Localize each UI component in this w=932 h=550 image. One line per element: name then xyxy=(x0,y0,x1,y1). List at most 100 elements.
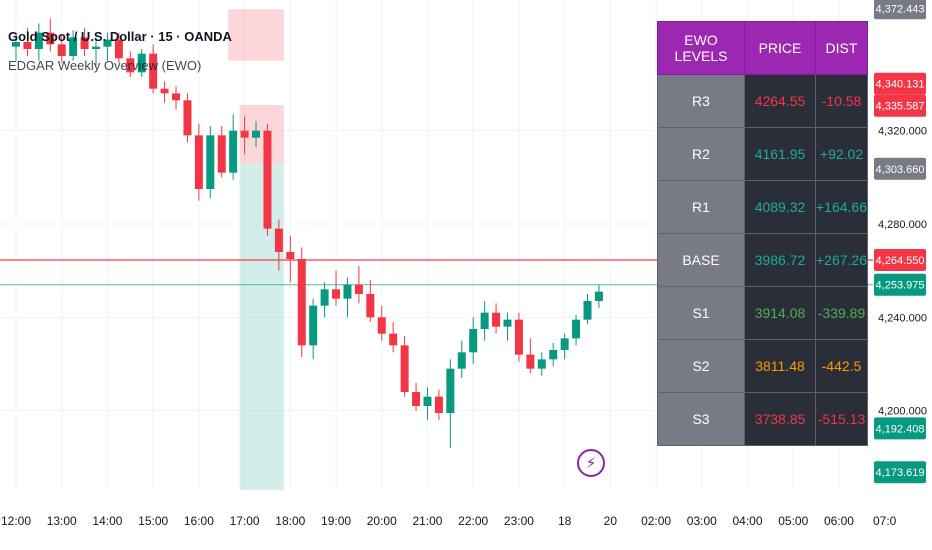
candle-body xyxy=(446,368,455,413)
candle-body xyxy=(252,130,261,138)
candle-body xyxy=(594,291,603,301)
candle-body xyxy=(492,312,501,327)
table-row: R2 4161.95 +92.02 xyxy=(657,127,868,181)
candle-body xyxy=(537,359,546,369)
table-row: R1 4089.32 +164.66 xyxy=(657,180,868,234)
candle xyxy=(572,315,581,346)
candle-body xyxy=(217,135,226,173)
candle xyxy=(274,219,283,271)
table-row: BASE 3986.72 +267.26 xyxy=(657,233,868,287)
x-tick-label: 16:00 xyxy=(184,514,214,528)
price-tag: 4,264.550 xyxy=(874,249,926,272)
candle-body xyxy=(377,317,386,334)
candle xyxy=(69,30,78,61)
candle-body xyxy=(514,319,523,355)
candle xyxy=(594,284,603,308)
x-tick-label: 13:00 xyxy=(47,514,77,528)
x-tick-label: 21:00 xyxy=(412,514,442,528)
price-tag-bg xyxy=(874,461,926,484)
candle xyxy=(80,28,89,56)
candle-body xyxy=(412,392,421,406)
candle-body xyxy=(469,329,478,353)
candle xyxy=(229,114,238,180)
candle-body xyxy=(149,53,158,89)
candle-body xyxy=(434,396,443,413)
price-tag-label: 4,192.408 xyxy=(876,423,925,435)
candle xyxy=(12,32,20,61)
candle xyxy=(332,270,341,306)
candle-body xyxy=(343,284,352,299)
candle xyxy=(103,32,112,61)
candle-body xyxy=(503,319,512,327)
price-tag-label: 4,372.443 xyxy=(876,3,925,15)
candle xyxy=(240,116,249,154)
candle xyxy=(343,277,352,318)
candle xyxy=(400,336,409,397)
candle xyxy=(537,352,546,376)
candle-body xyxy=(560,338,569,350)
candle xyxy=(286,235,295,283)
price-tag-label: 4,253.975 xyxy=(876,280,925,292)
candle xyxy=(377,305,386,341)
candle-body xyxy=(229,130,238,173)
level-price: 4161.95 xyxy=(744,127,816,181)
candle xyxy=(126,51,135,77)
candle-body xyxy=(274,228,283,252)
candle-body xyxy=(34,32,43,49)
x-tick-label: 15:00 xyxy=(138,514,168,528)
x-tick-label: 02:00 xyxy=(641,514,671,528)
candle-body xyxy=(286,252,295,259)
lightning-icon[interactable]: ⚡ xyxy=(577,449,605,477)
candle-body xyxy=(12,42,20,47)
candle xyxy=(137,49,146,77)
candle xyxy=(309,298,318,360)
candle-body xyxy=(23,42,32,49)
candle xyxy=(217,126,226,178)
level-name: S3 xyxy=(657,392,745,446)
level-dist: -10.58 xyxy=(815,74,868,128)
x-tick-label: 07:0 xyxy=(873,514,897,528)
level-price: 4264.55 xyxy=(744,74,816,128)
candle-body xyxy=(309,305,318,346)
candle-body xyxy=(320,289,329,306)
indicator-label: EDGAR Weekly Overview (EWO) xyxy=(8,58,202,73)
x-tick-label: 17:00 xyxy=(230,514,260,528)
candle xyxy=(457,340,466,378)
candle-body xyxy=(549,350,558,360)
x-tick-label: 14:00 xyxy=(92,514,122,528)
level-dist: -515.13 xyxy=(815,392,868,446)
candle xyxy=(492,303,501,334)
ewo-levels-table: EWO LEVELS PRICE DIST R3 4264.55 -10.58 … xyxy=(657,21,868,446)
level-name: S2 xyxy=(657,339,745,393)
level-price: 3914.08 xyxy=(744,286,816,340)
candle xyxy=(434,389,443,420)
candle xyxy=(366,280,375,322)
price-tag-bg xyxy=(874,94,926,117)
level-price: 3811.48 xyxy=(744,339,816,393)
y-tick-label: 4,240.000 xyxy=(878,312,927,324)
candle-body xyxy=(57,44,66,56)
table-row: S1 3914.08 -339.89 xyxy=(657,286,868,340)
candle-body xyxy=(526,354,535,369)
price-tag: 4,340.131 xyxy=(874,72,926,95)
candle xyxy=(194,123,203,201)
candle-body xyxy=(332,289,341,299)
candle xyxy=(34,23,43,61)
candle-body xyxy=(137,53,146,73)
candle xyxy=(149,44,158,94)
level-name: S1 xyxy=(657,286,745,340)
level-name: BASE xyxy=(657,233,745,287)
price-tag: 4,173.619 xyxy=(874,461,926,484)
x-tick-label: 23:00 xyxy=(504,514,534,528)
table-row: R3 4264.55 -10.58 xyxy=(657,74,868,128)
price-tag: 4,192.408 xyxy=(874,417,926,440)
candle-body xyxy=(263,130,272,229)
level-dist: +164.66 xyxy=(815,180,868,234)
candle xyxy=(160,81,169,103)
x-tick-label: 20 xyxy=(604,514,618,528)
candle-body xyxy=(160,88,169,94)
x-tick-label: 19:00 xyxy=(321,514,351,528)
x-tick-label: 04:00 xyxy=(733,514,763,528)
candle xyxy=(514,312,523,362)
candle-body xyxy=(69,37,78,56)
